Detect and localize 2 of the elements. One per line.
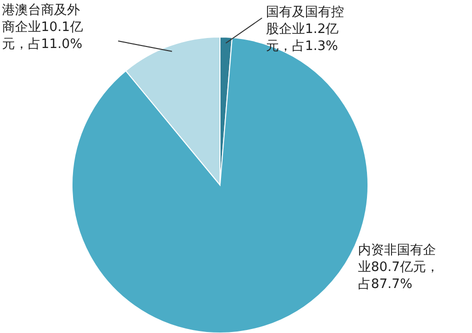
slice-label: 内资非国有企业80.7亿元，占87.7% — [358, 243, 439, 292]
slice-label: 港澳台商及外商企业10.1亿元，占11.0% — [2, 3, 83, 52]
